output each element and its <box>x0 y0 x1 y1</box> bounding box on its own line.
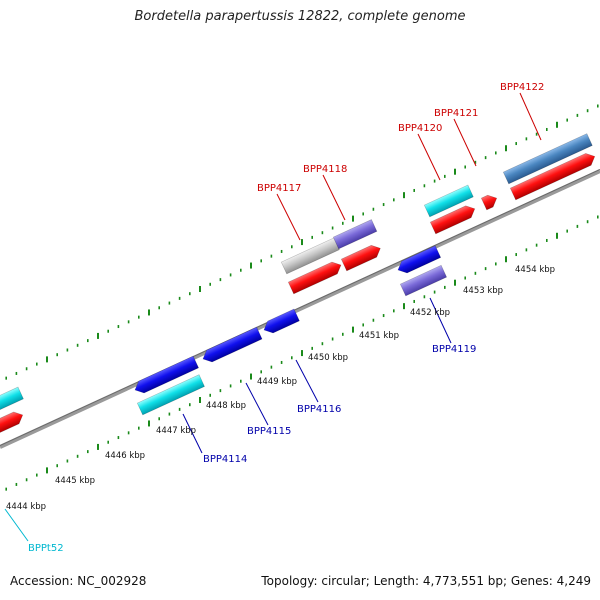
gene-label-bpp4119[interactable]: BPP4119 <box>432 344 476 355</box>
cds-bpp4114-shape <box>134 355 199 394</box>
map-title: Bordetella parapertussis 12822, complete… <box>134 9 466 24</box>
gene-label-bppt52[interactable]: BPPt52 <box>28 543 64 554</box>
gene-label-bpp4120[interactable]: BPP4120 <box>398 123 442 134</box>
pseudo-bpp4119 <box>399 264 447 297</box>
kbp-label: 4447 kbp <box>156 426 196 436</box>
leader-line <box>417 133 441 181</box>
gene-label-bpp4116[interactable]: BPP4116 <box>297 404 341 415</box>
gene-label-bpp4114[interactable]: BPP4114 <box>203 454 247 465</box>
kbp-label: 4451 kbp <box>359 331 399 341</box>
cds-bpp4122-steel <box>502 133 593 185</box>
cds-bpp4117-shape <box>280 237 340 275</box>
cds-bpp4116 <box>263 308 300 334</box>
kbp-label: 4449 kbp <box>257 377 297 387</box>
label-leaders <box>4 92 542 542</box>
cds-bpp4122 <box>509 153 596 201</box>
gene-label-bpp4115[interactable]: BPP4115 <box>247 426 291 437</box>
kbp-label: 4448 kbp <box>206 401 246 411</box>
accession-text: Accession: NC_002928 <box>10 574 147 588</box>
cds-bpp4121 <box>480 194 498 211</box>
cds-bpp4117-r-shape <box>287 261 342 295</box>
pseudo-bpp4118-shape <box>332 219 378 250</box>
cds-bpp4122-steel-shape <box>502 133 593 185</box>
rna-bpp4114-shape <box>136 374 205 416</box>
leader-line <box>519 92 542 141</box>
leader-line <box>4 508 29 542</box>
pseudo-bpp4119-shape <box>399 264 447 297</box>
cds-bpp4117-r <box>287 261 342 295</box>
cds-bpp4120-shape <box>429 205 476 235</box>
rna-feature-left <box>0 386 24 415</box>
gene-label-bpp4117[interactable]: BPP4117 <box>257 183 301 194</box>
cds-bpp4118-r-shape <box>340 244 381 272</box>
backbone-line <box>0 169 600 449</box>
gene-label-bpp4121[interactable]: BPP4121 <box>434 108 478 119</box>
gene-features <box>0 133 596 437</box>
gene-labels: BPP4122 BPP4121 BPP4120 BPP4118 BPP4117 … <box>28 82 544 554</box>
cds-bpp4122-shape <box>509 153 596 201</box>
cds-bpp4119 <box>397 245 442 274</box>
kbp-labels: 4444 kbp 4445 kbp 4446 kbp 4447 kbp 4448… <box>6 265 555 512</box>
cds-bpp4120 <box>429 205 476 235</box>
cds-bpp4115-shape <box>202 326 263 363</box>
rna-bpp4120 <box>423 184 474 218</box>
kbp-label: 4453 kbp <box>463 286 503 296</box>
pseudo-bpp4118 <box>332 219 378 250</box>
kbp-label: 4450 kbp <box>308 353 348 363</box>
cds-bpp4115 <box>202 326 263 363</box>
leader-line <box>322 174 346 221</box>
kbp-label: 4452 kbp <box>410 308 450 318</box>
leader-line <box>182 413 203 454</box>
tick-marks <box>5 104 599 491</box>
gene-label-bpp4118[interactable]: BPP4118 <box>303 164 347 175</box>
kbp-label: 4446 kbp <box>105 451 145 461</box>
leader-line <box>453 118 477 167</box>
cds-bpp4117 <box>280 237 340 275</box>
rna-bpp4120-shape <box>423 184 474 218</box>
kbp-label: 4454 kbp <box>515 265 555 275</box>
leader-line <box>276 193 301 241</box>
leader-line <box>429 297 452 344</box>
cds-bpp4116-shape <box>263 308 300 334</box>
cds-bppt52-region-shape <box>0 411 24 437</box>
rna-feature-left-shape <box>0 386 24 415</box>
rna-bpp4114 <box>136 374 205 416</box>
kbp-label: 4445 kbp <box>55 476 95 486</box>
cds-bpp4114 <box>134 355 199 394</box>
leader-line <box>245 382 269 426</box>
topology-summary: Topology: circular; Length: 4,773,551 bp… <box>261 574 591 588</box>
cds-bpp4118-r <box>340 244 381 272</box>
backbone-edge <box>0 169 600 446</box>
cds-bpp4121-shape <box>480 194 498 211</box>
leader-line <box>295 359 319 403</box>
kbp-label: 4444 kbp <box>6 502 46 512</box>
cds-bppt52-region <box>0 411 24 437</box>
gene-label-bpp4122[interactable]: BPP4122 <box>500 82 544 93</box>
cds-bpp4119-shape <box>397 245 442 274</box>
